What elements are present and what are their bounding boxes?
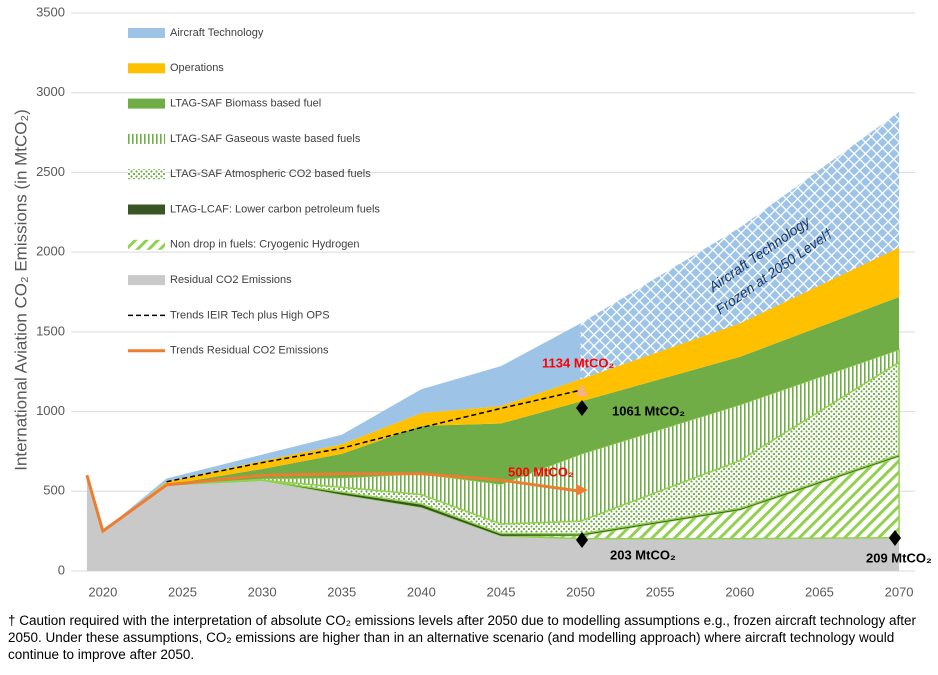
- y-tick-label: 1000: [36, 403, 65, 418]
- y-axis-label: International Aviation CO₂ Emissions (in…: [11, 109, 30, 471]
- legend-label: Operations: [170, 62, 224, 74]
- legend-label: Non drop in fuels: Cryogenic Hydrogen: [170, 239, 360, 251]
- legend-swatch: [128, 28, 165, 38]
- x-tick-label: 2045: [487, 584, 516, 599]
- x-tick-label: 2020: [88, 584, 117, 599]
- y-tick-label: 500: [43, 483, 65, 498]
- trend-line: [85, 472, 581, 534]
- areas: [86, 112, 900, 571]
- x-tick-label: 2065: [805, 584, 834, 599]
- trend-line: [166, 389, 581, 483]
- legend-label: LTAG-SAF Gaseous waste based fuels: [170, 133, 361, 145]
- area: [86, 247, 900, 532]
- footnote: † Caution required with the interpretati…: [8, 613, 916, 662]
- x-tick-label: 2070: [885, 584, 914, 599]
- x-tick-label: 2055: [646, 584, 675, 599]
- legend-swatch: [128, 133, 165, 144]
- annotation: 1061 MtCO₂: [612, 403, 685, 418]
- y-tick-label: 2000: [36, 244, 65, 259]
- x-tick-label: 2060: [725, 584, 754, 599]
- arrow-head: [576, 384, 588, 396]
- y-tick-label: 0: [58, 562, 65, 577]
- annotation: 209 MtCO₂: [866, 550, 932, 565]
- legend-label: LTAG-LCAF: Lower carbon petroleum fuels: [170, 203, 380, 215]
- legend-swatch: [128, 98, 165, 109]
- legend-swatch: [128, 63, 165, 74]
- x-tick-label: 2025: [168, 584, 197, 599]
- y-tick-label: 3500: [36, 4, 65, 19]
- legend-label: Trends Residual CO2 Emissions: [170, 345, 329, 357]
- area: [86, 296, 900, 532]
- legend-swatch: [128, 239, 165, 250]
- y-tick-label: 3000: [36, 84, 65, 99]
- area: [86, 475, 900, 571]
- arrow-head: [576, 484, 588, 496]
- chart: International Aviation CO₂ Emissions (in…: [11, 4, 932, 599]
- marker: [889, 530, 901, 546]
- marker: [576, 400, 588, 416]
- legend-label: Aircraft Technology: [170, 27, 264, 39]
- y-tick-label: 2500: [36, 164, 65, 179]
- annotation: 203 MtCO₂: [610, 547, 676, 562]
- legend-swatch: [128, 204, 165, 215]
- legend-label: LTAG-SAF Biomass based fuel: [170, 98, 321, 110]
- x-tick-label: 2030: [248, 584, 277, 599]
- x-tick-label: 2035: [327, 584, 356, 599]
- legend-label: Residual CO2 Emissions: [170, 274, 292, 286]
- y-tick-label: 1500: [36, 323, 65, 338]
- x-tick-label: 2040: [407, 584, 436, 599]
- legend-label: LTAG-SAF Atmospheric CO2 based fuels: [170, 168, 371, 180]
- legend-label: Trends IEIR Tech plus High OPS: [170, 309, 330, 321]
- legend-swatch: [128, 275, 165, 286]
- x-tick-label: 2050: [566, 584, 595, 599]
- annotation: 500 MtCO₂: [508, 464, 574, 479]
- frozen-hatch: [580, 112, 900, 380]
- marker: [576, 532, 588, 548]
- annotation: 1134 MtCO₂: [542, 355, 614, 370]
- legend-swatch: [128, 169, 165, 180]
